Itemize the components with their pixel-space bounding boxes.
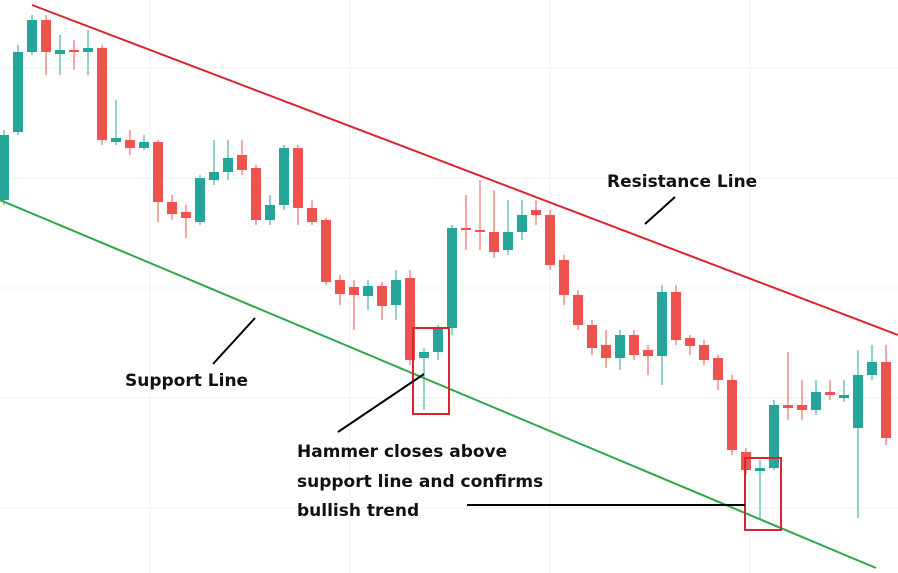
annotation: Support Line bbox=[125, 371, 248, 391]
candle-body bbox=[195, 178, 205, 222]
candle-body bbox=[97, 48, 107, 140]
candle-body bbox=[181, 212, 191, 218]
candle-body bbox=[531, 210, 541, 215]
candle-body bbox=[433, 328, 443, 352]
candle-body bbox=[125, 140, 135, 148]
candle-body bbox=[755, 468, 765, 471]
highlight-box bbox=[744, 457, 782, 531]
candle-body bbox=[545, 215, 555, 265]
candle-body bbox=[713, 358, 723, 380]
candle-body bbox=[307, 208, 317, 222]
candle-body bbox=[727, 380, 737, 450]
candle-body bbox=[69, 50, 79, 52]
candle-body bbox=[209, 172, 219, 180]
candle-body bbox=[139, 142, 149, 148]
candle-body bbox=[167, 202, 177, 214]
candle-body bbox=[825, 392, 835, 395]
candle-body bbox=[797, 405, 807, 410]
candle-body bbox=[881, 362, 891, 438]
candle-body bbox=[867, 362, 877, 375]
candle-body bbox=[573, 295, 583, 325]
candle-body bbox=[223, 158, 233, 172]
candle-body bbox=[615, 335, 625, 358]
candle-body bbox=[783, 405, 793, 408]
annotation: bullish trend bbox=[297, 501, 419, 521]
candle-body bbox=[503, 232, 513, 250]
candle-body bbox=[475, 230, 485, 232]
candle-body bbox=[251, 168, 261, 220]
candle-body bbox=[27, 20, 37, 52]
candle-body bbox=[643, 350, 653, 356]
candle-body bbox=[517, 215, 527, 232]
candle-body bbox=[279, 148, 289, 205]
candles bbox=[0, 15, 891, 520]
candle-body bbox=[349, 287, 359, 295]
candle-body bbox=[153, 142, 163, 202]
candle-body bbox=[13, 52, 23, 132]
candle-body bbox=[461, 228, 471, 230]
candle-body bbox=[405, 278, 415, 360]
candle-body bbox=[853, 375, 863, 428]
candle-body bbox=[377, 286, 387, 306]
candle-body bbox=[839, 395, 849, 398]
highlight-box bbox=[412, 327, 450, 415]
candle-body bbox=[83, 48, 93, 52]
candle-body bbox=[657, 292, 667, 356]
candle-body bbox=[419, 352, 429, 358]
candle-body bbox=[811, 392, 821, 410]
candle-body bbox=[321, 220, 331, 282]
candle-body bbox=[111, 138, 121, 142]
candle-body bbox=[769, 405, 779, 468]
candle-body bbox=[447, 228, 457, 328]
annotation: Hammer closes above bbox=[297, 442, 507, 462]
candle-body bbox=[559, 260, 569, 295]
candle-body bbox=[0, 135, 9, 200]
candle-body bbox=[41, 20, 51, 52]
support-line bbox=[0, 199, 877, 569]
candle-body bbox=[363, 286, 373, 296]
candle-body bbox=[391, 280, 401, 305]
candle-body bbox=[587, 325, 597, 348]
candle-body bbox=[629, 335, 639, 355]
pointers bbox=[212, 196, 745, 506]
candle-body bbox=[335, 280, 345, 294]
candle-body bbox=[671, 292, 681, 340]
candle-body bbox=[699, 345, 709, 360]
candle-body bbox=[601, 345, 611, 358]
resistance-line bbox=[31, 4, 898, 336]
annotation: support line and confirms bbox=[297, 472, 543, 492]
candle-body bbox=[237, 155, 247, 170]
candle-body bbox=[685, 338, 695, 346]
candle-body bbox=[265, 205, 275, 220]
candle-body bbox=[55, 50, 65, 54]
candle-body bbox=[489, 232, 499, 252]
annotation: Resistance Line bbox=[607, 172, 757, 192]
candle-body bbox=[293, 148, 303, 208]
